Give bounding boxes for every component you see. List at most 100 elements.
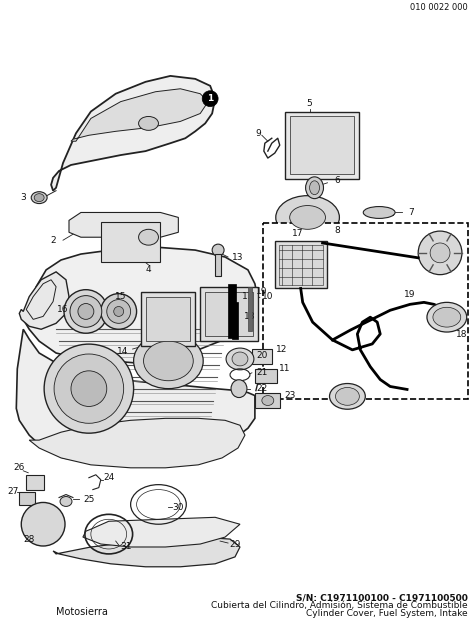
- Ellipse shape: [114, 307, 124, 317]
- Ellipse shape: [107, 300, 131, 323]
- Bar: [275, 241, 327, 289]
- Bar: [101, 223, 161, 262]
- Text: 28: 28: [24, 534, 35, 544]
- Polygon shape: [21, 247, 258, 363]
- Text: S/N: C1971100100 - C1971100500: S/N: C1971100100 - C1971100500: [296, 593, 468, 602]
- Text: 21: 21: [256, 368, 267, 378]
- Text: 18: 18: [244, 312, 255, 321]
- Bar: [279, 245, 323, 284]
- Bar: [285, 111, 359, 179]
- Text: 3: 3: [20, 193, 26, 202]
- Text: 010 0022 000: 010 0022 000: [410, 3, 468, 12]
- Bar: [248, 287, 252, 332]
- Text: 5: 5: [307, 99, 312, 108]
- Ellipse shape: [276, 196, 339, 239]
- Text: 6: 6: [335, 176, 340, 185]
- Text: 22: 22: [256, 384, 267, 393]
- Text: 27: 27: [8, 487, 19, 496]
- Ellipse shape: [212, 244, 224, 256]
- Ellipse shape: [336, 388, 359, 406]
- Polygon shape: [53, 537, 240, 567]
- Ellipse shape: [363, 207, 395, 218]
- Text: 10: 10: [262, 292, 273, 301]
- Text: 12: 12: [276, 345, 287, 353]
- Bar: [252, 349, 272, 364]
- Polygon shape: [51, 76, 215, 191]
- Ellipse shape: [138, 116, 158, 131]
- Bar: [232, 302, 238, 339]
- Bar: [290, 116, 354, 174]
- Bar: [263, 223, 468, 399]
- Polygon shape: [83, 518, 240, 547]
- Ellipse shape: [290, 205, 326, 230]
- Text: 31: 31: [120, 542, 131, 552]
- Text: 25: 25: [83, 495, 94, 504]
- Text: 20: 20: [256, 351, 267, 361]
- Text: 11: 11: [279, 364, 291, 373]
- Polygon shape: [19, 272, 69, 329]
- Text: 2: 2: [50, 236, 56, 244]
- Ellipse shape: [64, 290, 108, 333]
- Text: Cylinder Cover, Fuel System, Intake: Cylinder Cover, Fuel System, Intake: [306, 609, 468, 618]
- Ellipse shape: [262, 396, 274, 406]
- Bar: [215, 254, 221, 276]
- Text: 7: 7: [408, 208, 414, 217]
- Ellipse shape: [202, 91, 218, 106]
- Text: 8: 8: [335, 226, 340, 234]
- Ellipse shape: [60, 496, 72, 506]
- Ellipse shape: [134, 333, 203, 389]
- Bar: [255, 369, 277, 383]
- Polygon shape: [29, 419, 245, 468]
- Ellipse shape: [70, 295, 102, 327]
- Text: 24: 24: [103, 473, 114, 482]
- Polygon shape: [71, 89, 208, 141]
- Ellipse shape: [427, 302, 467, 332]
- Text: 16: 16: [57, 305, 69, 314]
- Ellipse shape: [310, 181, 319, 195]
- Ellipse shape: [433, 307, 461, 327]
- Text: 29: 29: [229, 539, 241, 549]
- Ellipse shape: [138, 230, 158, 245]
- Ellipse shape: [71, 371, 107, 406]
- Polygon shape: [69, 213, 178, 237]
- Text: 23: 23: [284, 391, 295, 400]
- Ellipse shape: [232, 352, 248, 366]
- Ellipse shape: [78, 304, 94, 319]
- Ellipse shape: [226, 348, 254, 370]
- Ellipse shape: [306, 177, 323, 198]
- Ellipse shape: [44, 344, 134, 433]
- Text: 19: 19: [256, 287, 268, 296]
- Bar: [141, 292, 195, 346]
- Bar: [26, 475, 44, 490]
- Bar: [19, 491, 35, 506]
- Text: 13: 13: [232, 253, 244, 261]
- Bar: [146, 297, 190, 341]
- Ellipse shape: [31, 192, 47, 203]
- Text: 30: 30: [173, 503, 184, 512]
- Bar: [365, 210, 393, 215]
- Ellipse shape: [54, 354, 124, 424]
- Text: 9: 9: [255, 129, 261, 138]
- Text: 15: 15: [115, 292, 127, 301]
- Text: 19: 19: [404, 290, 416, 299]
- Text: 14: 14: [117, 346, 128, 356]
- Bar: [200, 287, 258, 341]
- Text: 1: 1: [207, 94, 213, 103]
- Ellipse shape: [231, 380, 247, 397]
- Ellipse shape: [144, 341, 193, 381]
- Text: 17: 17: [292, 228, 303, 238]
- Text: Motosierra: Motosierra: [55, 606, 108, 616]
- Text: 18: 18: [456, 330, 467, 338]
- Bar: [228, 284, 236, 338]
- Ellipse shape: [101, 294, 137, 329]
- Text: Cubierta del Cilindro, Admisión, Sistema de Combustible: Cubierta del Cilindro, Admisión, Sistema…: [211, 601, 468, 610]
- Polygon shape: [16, 329, 255, 462]
- Ellipse shape: [34, 193, 44, 202]
- Text: 17: 17: [242, 292, 254, 301]
- Bar: [205, 292, 253, 336]
- Bar: [255, 392, 280, 409]
- Text: 26: 26: [14, 463, 25, 472]
- Text: 4: 4: [146, 266, 151, 274]
- Ellipse shape: [430, 243, 450, 262]
- Ellipse shape: [418, 231, 462, 275]
